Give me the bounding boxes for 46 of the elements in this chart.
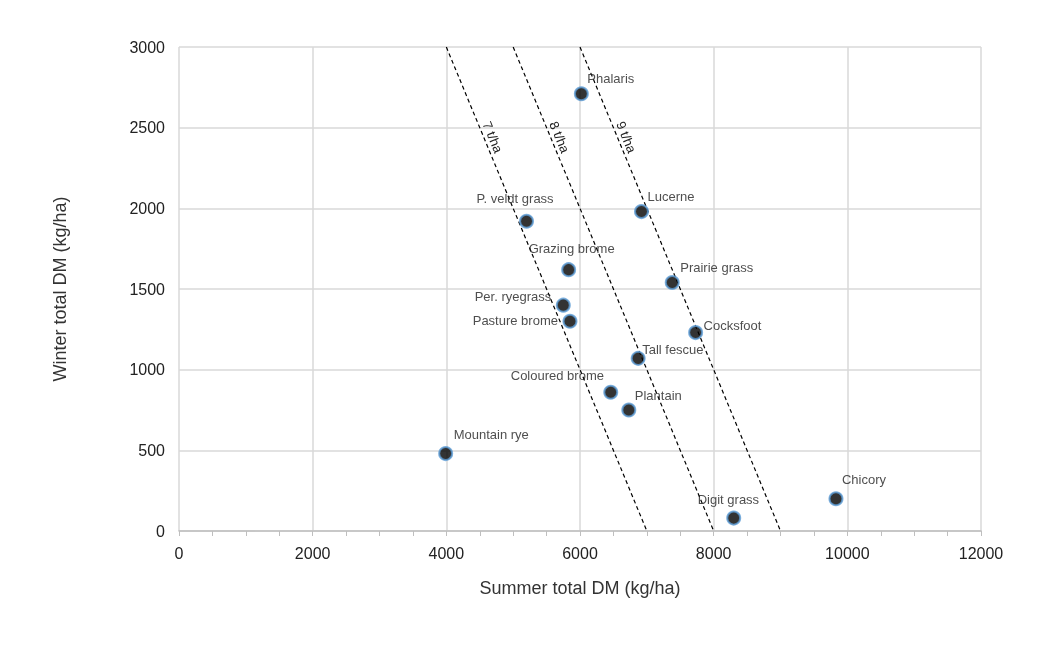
y-tick-label: 2000 bbox=[129, 199, 166, 217]
data-label: Per. ryegrass bbox=[474, 288, 552, 304]
x-tick-label: 2000 bbox=[294, 544, 331, 562]
x-tick-label: 10000 bbox=[825, 544, 870, 562]
text: 7 t/ha bbox=[479, 119, 507, 156]
data-label: Chicory bbox=[841, 472, 887, 488]
data-label: Digit grass bbox=[697, 491, 760, 507]
x-tick-label: 12000 bbox=[958, 544, 1004, 562]
point bbox=[562, 313, 578, 329]
data-label: Grazing brome bbox=[528, 241, 615, 257]
x-axis-title: Summer total DM (kg/ha) bbox=[479, 578, 681, 598]
y-tick-label: 3000 bbox=[129, 38, 166, 56]
data-label: P. veldt grass bbox=[476, 190, 555, 206]
data-label: Prairie grass bbox=[680, 260, 754, 276]
y-tick-label: 500 bbox=[138, 441, 166, 459]
point bbox=[555, 297, 571, 313]
point bbox=[603, 384, 619, 400]
x-tick-label: 6000 bbox=[562, 544, 598, 562]
point bbox=[634, 204, 649, 220]
point bbox=[561, 262, 577, 278]
data-label: Mountain rye bbox=[453, 427, 529, 443]
data-label: Lucerne bbox=[647, 189, 695, 205]
data-label: Plantain bbox=[634, 387, 682, 403]
data-label: Tall fescue bbox=[642, 341, 704, 357]
y-tick-label: 2500 bbox=[129, 119, 166, 137]
y-axis-title: Winter total DM (kg/ha) bbox=[50, 196, 70, 382]
point bbox=[828, 491, 844, 507]
point bbox=[726, 510, 742, 526]
point bbox=[573, 86, 589, 102]
data-label: Cocksfoot bbox=[703, 318, 762, 334]
point bbox=[438, 446, 454, 462]
data-label: Phalaris bbox=[587, 71, 635, 87]
point bbox=[664, 275, 680, 291]
text: 8 t/ha bbox=[546, 119, 573, 156]
point bbox=[519, 213, 535, 229]
y-tick-label: 1000 bbox=[129, 361, 166, 379]
x-tick-label: 8000 bbox=[695, 544, 732, 562]
data-label: Coloured brome bbox=[510, 367, 604, 383]
point bbox=[688, 325, 704, 341]
x-tick-label: 4000 bbox=[428, 544, 465, 562]
point bbox=[621, 402, 637, 418]
data-label: Pasture brome bbox=[472, 312, 558, 328]
x-tick-label: 0 bbox=[174, 544, 184, 562]
text: 9 t/ha bbox=[613, 119, 640, 156]
y-tick-label: 1500 bbox=[129, 280, 166, 298]
y-tick-label: 0 bbox=[156, 522, 166, 540]
